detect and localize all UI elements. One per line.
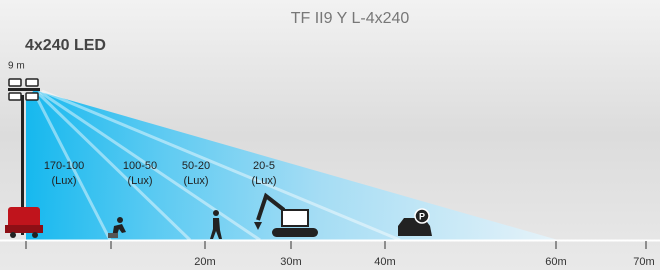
zone-range: 170-100	[44, 160, 84, 172]
distance-label: 40m	[374, 256, 395, 268]
lamp-bar	[8, 88, 40, 91]
zone-unit: (Lux)	[127, 175, 152, 187]
title: TF II9 Y L-4x240	[291, 10, 410, 27]
zone-range: 20-5	[253, 160, 275, 172]
distance-label: 70m	[633, 256, 654, 268]
height-label: 9 m	[8, 61, 25, 72]
parking-symbol: P	[419, 211, 425, 221]
diagram: TF II9 Y L-4x240 4x240 LED 9 m 170-100 (…	[0, 0, 660, 270]
zone-range: 50-20	[182, 160, 210, 172]
zone-unit: (Lux)	[251, 175, 276, 187]
zone-unit: (Lux)	[51, 175, 76, 187]
distance-label: 60m	[545, 256, 566, 268]
model-label: 4x240 LED	[25, 37, 106, 54]
distance-label: 30m	[280, 256, 301, 268]
zone-unit: (Lux)	[183, 175, 208, 187]
zone-range: 100-50	[123, 160, 157, 172]
distance-label: 20m	[194, 256, 215, 268]
